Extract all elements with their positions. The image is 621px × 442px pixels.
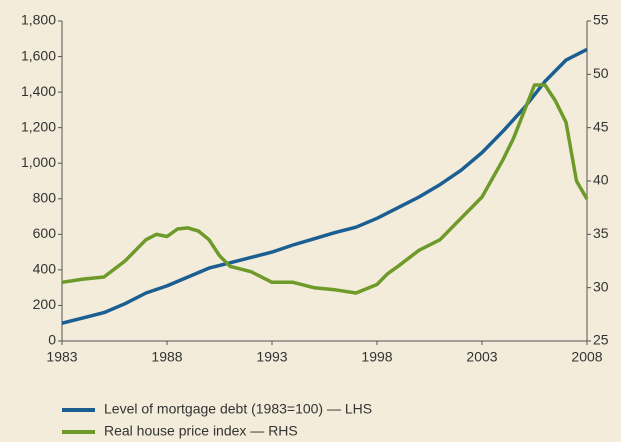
y-tick-label: 200 — [33, 296, 57, 312]
series-line — [61, 47, 588, 325]
series-line — [61, 83, 589, 295]
y2-tick-label: 55 — [593, 12, 609, 28]
y-tick-label: 1,800 — [21, 12, 56, 28]
y-tick-label: 400 — [33, 261, 57, 277]
x-tick-label: 1983 — [46, 349, 77, 365]
y2-tick-label: 25 — [593, 332, 609, 348]
x-tick-label: 2003 — [466, 349, 497, 365]
y-tick-label: 1,200 — [21, 118, 56, 134]
y2-tick-label: 45 — [593, 118, 609, 134]
legend-label: Level of mortgage debt (1983=100) — LHS — [104, 401, 372, 417]
legend-label: Real house price index — RHS — [104, 423, 298, 439]
y-tick-label: 0 — [48, 332, 56, 348]
x-tick-label: 2008 — [571, 349, 602, 365]
y2-tick-label: 35 — [593, 225, 609, 241]
y2-tick-label: 40 — [593, 172, 609, 188]
y-tick-label: 1,000 — [21, 154, 56, 170]
y-tick-label: 600 — [33, 225, 57, 241]
x-tick-label: 1993 — [256, 349, 287, 365]
y-tick-label: 1,600 — [21, 47, 56, 63]
y-tick-label: 800 — [33, 189, 57, 205]
x-tick-label: 1988 — [151, 349, 182, 365]
x-tick-label: 1998 — [361, 349, 392, 365]
y-tick-label: 1,400 — [21, 83, 56, 99]
y2-tick-label: 50 — [593, 65, 609, 81]
y2-tick-label: 30 — [593, 278, 609, 294]
